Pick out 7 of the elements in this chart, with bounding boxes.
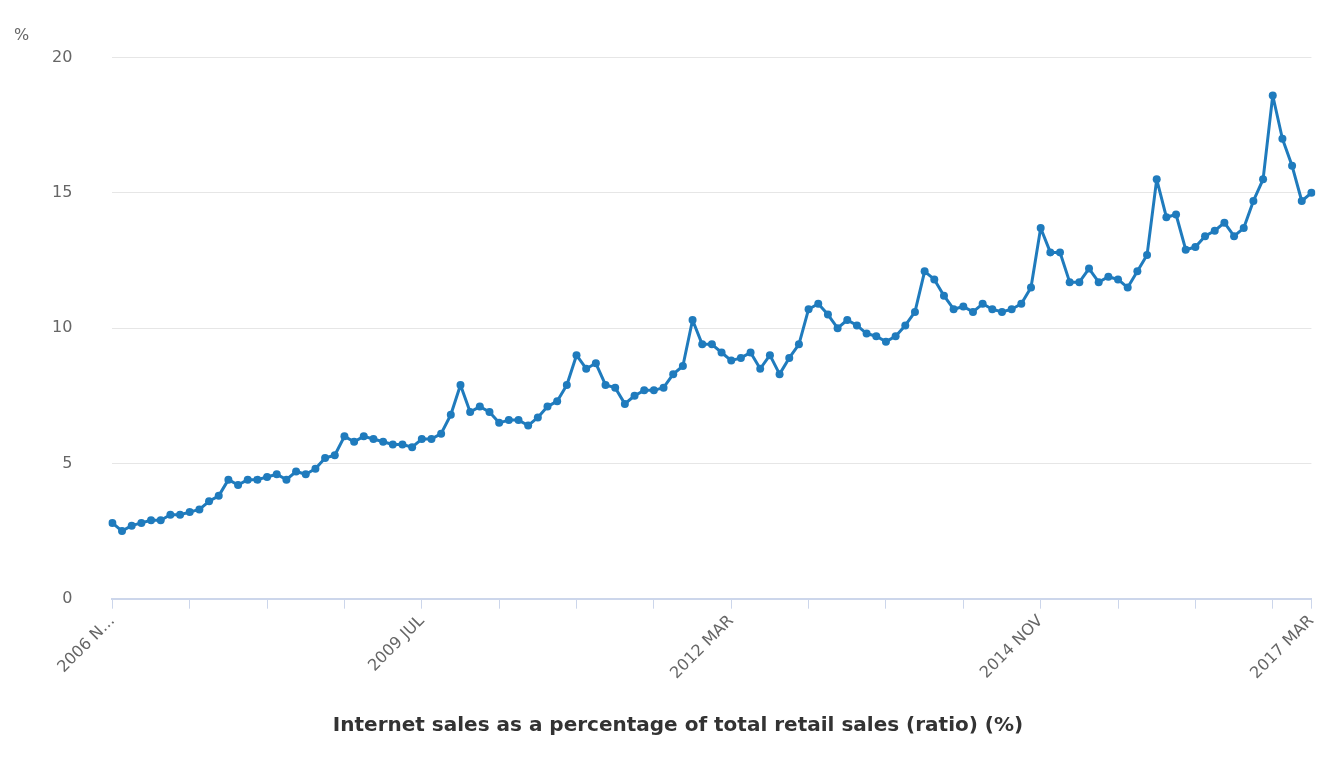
y-tick-label: 10: [52, 317, 73, 337]
y-tick-label: 0: [62, 587, 73, 607]
y-tick-label: 15: [52, 182, 73, 202]
text: Internet sales as a percentage of total retail sales (ratio) (%): [332, 712, 1024, 737]
y-tick-label: 5: [62, 452, 73, 472]
y-axis-title: %: [14, 24, 30, 44]
y-tick-label: 20: [52, 46, 73, 66]
